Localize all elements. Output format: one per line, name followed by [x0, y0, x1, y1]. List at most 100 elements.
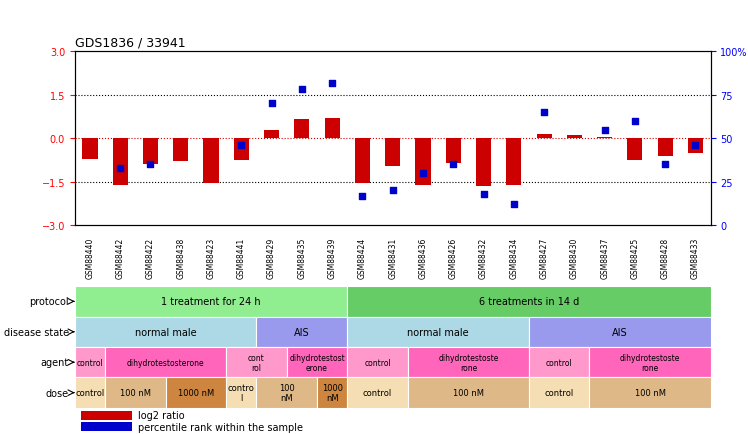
Bar [567, 136, 582, 139]
Text: control: control [76, 358, 103, 367]
Text: 100 nM: 100 nM [453, 388, 484, 397]
Text: GSM88441: GSM88441 [237, 237, 246, 278]
Text: contro
l: contro l [228, 384, 255, 402]
Text: GSM88431: GSM88431 [388, 237, 397, 278]
Text: disease state: disease state [4, 327, 69, 337]
Text: GSM88425: GSM88425 [631, 237, 640, 278]
Bar [317, 378, 347, 408]
Bar [81, 411, 132, 420]
Bar [408, 347, 529, 378]
Bar [233, 139, 249, 161]
Bar [476, 139, 491, 187]
Text: 100 nM: 100 nM [634, 388, 666, 397]
Text: dose: dose [46, 388, 69, 398]
Text: GSM88424: GSM88424 [358, 237, 367, 278]
Text: 1000
nM: 1000 nM [322, 384, 343, 402]
Text: GSM88440: GSM88440 [85, 237, 94, 278]
Text: dihydrotestoste
rone: dihydrotestoste rone [620, 353, 680, 372]
Bar [226, 378, 257, 408]
Bar [75, 347, 105, 378]
Bar [325, 118, 340, 139]
Text: agent: agent [40, 358, 69, 367]
Text: log2 ratio: log2 ratio [138, 410, 185, 420]
Text: GSM88427: GSM88427 [539, 237, 548, 278]
Bar [81, 422, 132, 431]
Point [538, 109, 550, 116]
Point [659, 161, 671, 168]
Text: GSM88442: GSM88442 [116, 237, 125, 278]
Text: dihydrotestosterone: dihydrotestosterone [127, 358, 204, 367]
Text: control: control [546, 358, 573, 367]
Text: control: control [76, 388, 105, 397]
Bar [385, 139, 400, 166]
Bar [174, 139, 188, 162]
Text: GSM88434: GSM88434 [509, 237, 518, 278]
Point [629, 118, 641, 125]
Bar [257, 378, 317, 408]
Bar [286, 347, 347, 378]
Text: GSM88439: GSM88439 [328, 237, 337, 278]
Text: 1000 nM: 1000 nM [178, 388, 214, 397]
Bar [113, 139, 128, 185]
Text: cont
rol: cont rol [248, 353, 265, 372]
Point [598, 127, 610, 134]
Point [477, 191, 489, 198]
Text: GSM88436: GSM88436 [418, 237, 427, 278]
Text: control: control [545, 388, 574, 397]
Bar [446, 139, 461, 164]
Point [690, 142, 702, 149]
Bar [529, 347, 589, 378]
Bar [536, 135, 552, 139]
Bar [529, 378, 589, 408]
Point [387, 187, 399, 194]
Point [357, 193, 369, 200]
Text: dihydrotestost
erone: dihydrotestost erone [289, 353, 345, 372]
Bar [75, 286, 347, 317]
Point [114, 165, 126, 172]
Bar [529, 317, 711, 347]
Text: AIS: AIS [294, 327, 310, 337]
Bar [355, 139, 370, 184]
Bar [347, 378, 408, 408]
Bar [628, 139, 643, 161]
Bar [688, 139, 703, 153]
Bar [657, 139, 672, 156]
Bar [105, 347, 226, 378]
Bar [415, 139, 431, 185]
Bar [143, 139, 158, 165]
Text: GSM88438: GSM88438 [177, 237, 186, 278]
Point [417, 170, 429, 177]
Text: percentile rank within the sample: percentile rank within the sample [138, 422, 304, 432]
Text: GSM88432: GSM88432 [479, 237, 488, 278]
Bar [506, 139, 521, 185]
Point [296, 87, 308, 94]
Text: control: control [364, 358, 391, 367]
Text: GSM88426: GSM88426 [449, 237, 458, 278]
Bar [105, 378, 165, 408]
Text: 6 treatments in 14 d: 6 treatments in 14 d [479, 297, 579, 306]
Bar [75, 317, 257, 347]
Bar [589, 347, 711, 378]
Text: protocol: protocol [29, 297, 69, 306]
Text: GSM88423: GSM88423 [206, 237, 215, 278]
Text: dihydrotestoste
rone: dihydrotestoste rone [438, 353, 499, 372]
Text: GSM88433: GSM88433 [691, 237, 700, 278]
Bar [82, 139, 97, 159]
Bar [347, 286, 711, 317]
Text: normal male: normal male [408, 327, 469, 337]
Point [326, 80, 338, 87]
Text: GSM88429: GSM88429 [267, 237, 276, 278]
Text: GSM88437: GSM88437 [600, 237, 609, 278]
Bar [347, 347, 408, 378]
Point [266, 101, 278, 108]
Point [447, 161, 459, 168]
Text: 100
nM: 100 nM [279, 384, 295, 402]
Point [508, 201, 520, 208]
Bar [589, 378, 711, 408]
Text: normal male: normal male [135, 327, 197, 337]
Text: GSM88435: GSM88435 [298, 237, 307, 278]
Bar [597, 138, 612, 139]
Text: GSM88430: GSM88430 [570, 237, 579, 278]
Bar [408, 378, 529, 408]
Text: control: control [363, 388, 392, 397]
